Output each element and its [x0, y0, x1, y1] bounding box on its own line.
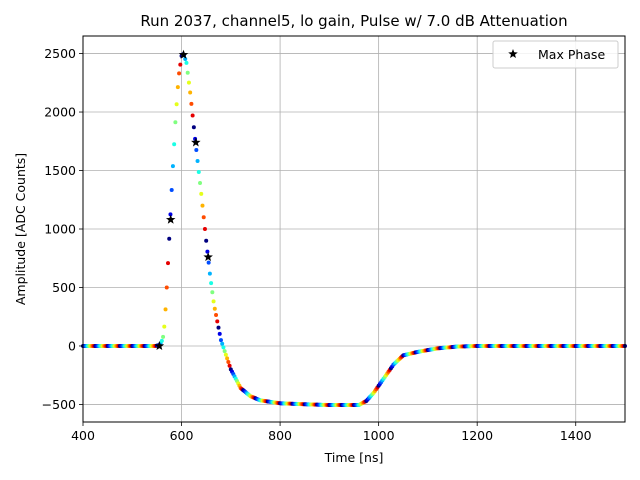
waveform-point — [175, 85, 180, 90]
waveform-point — [198, 180, 203, 185]
waveform-point — [169, 188, 174, 193]
waveform-point — [196, 169, 201, 174]
x-tick-label: 600 — [170, 428, 194, 443]
x-tick-label: 1200 — [461, 428, 493, 443]
waveform-point — [217, 331, 222, 336]
waveform-point — [204, 238, 209, 243]
waveform-point — [184, 60, 189, 65]
waveform-point — [177, 71, 182, 76]
waveform-point — [194, 148, 199, 153]
y-axis-title: Amplitude [ADC Counts] — [13, 153, 28, 305]
x-tick-label: 1000 — [363, 428, 395, 443]
x-tick-label: 400 — [71, 428, 95, 443]
waveform-point — [186, 80, 191, 85]
waveform-point — [195, 159, 200, 164]
chart-title: Run 2037, channel5, lo gain, Pulse w/ 7.… — [140, 12, 567, 30]
y-axis-ticks: −500 0 500 1000 1500 2000 2500 — [42, 46, 83, 412]
x-tick-label: 1400 — [560, 428, 592, 443]
legend: Max Phase — [492, 40, 619, 69]
waveform-point — [173, 120, 178, 125]
max-phase-star — [203, 252, 213, 262]
y-tick-label: 500 — [52, 280, 76, 295]
waveform-point — [170, 164, 175, 169]
waveform-point — [202, 227, 207, 231]
waveform-point — [223, 352, 228, 357]
legend-label-max-phase: Max Phase — [538, 47, 605, 62]
waveform-point — [207, 271, 212, 276]
waveform-point — [216, 325, 221, 330]
waveform-point — [220, 341, 225, 346]
y-tick-label: 0 — [68, 338, 76, 353]
waveform-point — [159, 338, 164, 343]
max-phase-star — [154, 340, 165, 351]
waveform-point — [185, 70, 190, 75]
legend-star-icon — [508, 49, 518, 59]
waveform-point — [188, 90, 193, 95]
waveform-point — [190, 113, 195, 118]
y-tick-label: 2000 — [44, 105, 76, 120]
waveform-point — [214, 313, 219, 318]
waveform-point — [226, 360, 231, 365]
y-tick-label: 1000 — [44, 222, 76, 237]
waveform-point — [191, 125, 196, 130]
max-phase-star — [178, 49, 189, 59]
waveform-point — [200, 203, 205, 208]
waveform-point — [211, 299, 216, 304]
waveform-point — [221, 345, 226, 350]
waveform-point — [225, 356, 230, 361]
waveform-point — [164, 285, 169, 290]
x-tick-label: 800 — [268, 428, 292, 443]
waveform-point — [167, 236, 172, 241]
waveform-point — [172, 142, 177, 147]
waveform-point — [210, 290, 215, 295]
waveform-point — [205, 249, 210, 254]
x-axis-title: Time [ns] — [324, 450, 384, 465]
waveform-point — [227, 363, 232, 368]
max-phase-markers — [154, 49, 213, 351]
y-tick-label: 2500 — [44, 46, 76, 61]
waveform-point — [161, 334, 166, 339]
waveform-point — [222, 349, 227, 354]
waveform-point — [163, 307, 168, 312]
waveform-point — [162, 324, 167, 329]
waveform-point — [218, 338, 223, 343]
waveform-point — [199, 191, 204, 196]
legend-box — [492, 40, 619, 69]
waveform-point — [215, 319, 220, 324]
max-phase-star — [191, 137, 201, 147]
waveform-point — [174, 102, 179, 107]
waveform-point — [166, 261, 170, 266]
waveform-point — [206, 260, 211, 265]
waveform-point — [168, 212, 173, 217]
waveform-point — [189, 101, 194, 106]
waveform-point — [201, 215, 206, 220]
y-tick-label: 1500 — [44, 163, 76, 178]
y-tick-label: −500 — [42, 397, 76, 412]
x-axis-ticks: 400 600 800 1000 1200 1400 — [71, 422, 592, 443]
waveform-point — [212, 306, 217, 311]
max-phase-star — [165, 214, 176, 224]
waveform-point — [178, 62, 183, 67]
waveform-point — [209, 281, 214, 286]
